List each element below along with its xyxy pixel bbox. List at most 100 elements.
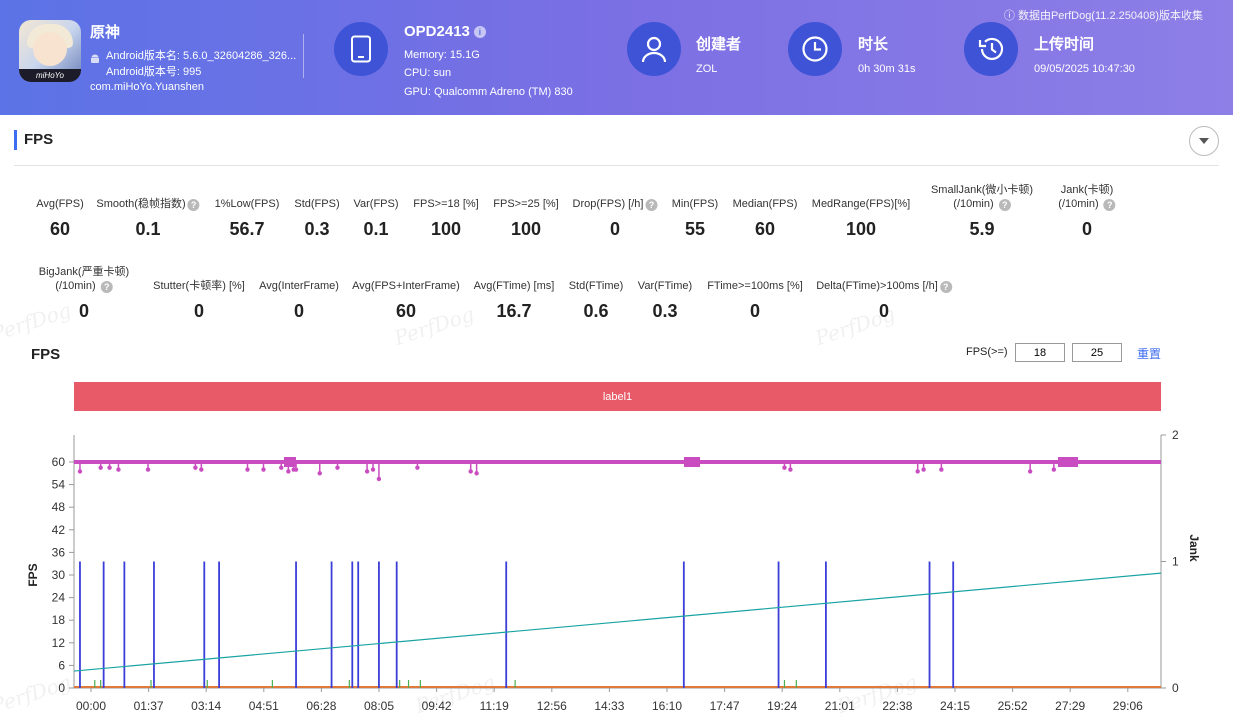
- device-memory: Memory: 15.1G: [404, 49, 480, 61]
- help-icon[interactable]: ?: [998, 199, 1011, 211]
- clock-icon: [788, 22, 842, 76]
- metric-label: FTime>=100ms [%]: [707, 280, 803, 292]
- metric-value: 0: [1081, 219, 1092, 239]
- help-icon[interactable]: ?: [1103, 199, 1116, 211]
- x-tick-label: 27:29: [1055, 699, 1085, 713]
- fps-threshold-2-input[interactable]: [1072, 343, 1122, 362]
- metric-ftime-ge-100: FTime>=100ms [%] 0: [707, 279, 803, 322]
- app-name: 原神: [90, 24, 121, 41]
- metric-value: 0: [78, 301, 89, 321]
- creator-title: 创建者: [696, 36, 742, 53]
- metric-label-text: (/10min): [1058, 198, 1099, 210]
- metric-value: 5.9: [969, 219, 995, 239]
- header-divider: [303, 34, 304, 78]
- duration-title: 时长: [858, 36, 889, 53]
- metric-stutter: Stutter(卡顿率) [%] 0: [153, 279, 245, 322]
- device-info-icon[interactable]: i: [473, 26, 486, 38]
- app-version-name: Android版本名: 5.6.0_32604286_326...: [106, 50, 297, 62]
- metric-label: Drop(FPS) [/h]?: [573, 197, 658, 211]
- x-tick-label: 12:56: [537, 699, 567, 713]
- device-name-text: OPD2413: [404, 23, 470, 40]
- fps-point: [474, 471, 479, 476]
- fps-point: [199, 467, 204, 472]
- help-icon[interactable]: ?: [187, 199, 200, 211]
- metric-median-fps: Median(FPS) 60: [733, 197, 798, 240]
- metric-avg-ftime: Avg(FTime) [ms] 16.7: [474, 279, 555, 322]
- help-icon[interactable]: ?: [100, 281, 113, 293]
- device-name: OPD2413 i: [404, 23, 486, 40]
- metric-value: 0.1: [135, 219, 161, 239]
- y2-tick-label: 2: [1172, 428, 1179, 442]
- label-bar-text: label1: [602, 390, 633, 403]
- fps-point: [261, 467, 266, 472]
- metric-label-line2: (/10min) ?: [39, 279, 129, 293]
- fps-point: [364, 469, 370, 474]
- chart-series: [73, 457, 1162, 688]
- history-icon: [964, 22, 1018, 76]
- x-tick-label: 17:47: [710, 699, 740, 713]
- metric-medrange-fps: MedRange(FPS)[%] 100: [812, 197, 910, 240]
- fps-point: [335, 465, 340, 470]
- y-tick-label: 24: [52, 591, 66, 605]
- metric-label: Jank(卡顿): [1060, 184, 1114, 196]
- metric-big-jank: BigJank(严重卡顿) (/10min) ? 0: [39, 265, 129, 322]
- section-title: FPS: [24, 131, 54, 148]
- y-tick-label: 6: [58, 658, 65, 672]
- x-tick-label: 16:10: [652, 699, 682, 713]
- metric-avg-fps: Avg(FPS) 60: [36, 197, 83, 240]
- metric-delta-ftime: Delta(FTime)>100ms [/h]? 0: [816, 279, 952, 322]
- metric-value: 0.3: [652, 301, 678, 321]
- metric-label-line2: (/10min) ?: [1058, 197, 1116, 211]
- report-header: ⓘ 数据由PerfDog(11.2.250408)版本收集 miHoYo 原神 …: [0, 0, 1233, 115]
- x-tick-label: 08:05: [364, 699, 394, 713]
- app-package: com.miHoYo.Yuanshen: [90, 81, 204, 93]
- app-icon-face: [33, 32, 67, 66]
- fps-cluster: [284, 457, 296, 467]
- y-tick-label: 54: [52, 478, 66, 492]
- upload-title: 上传时间: [1034, 36, 1095, 53]
- metric-label: Delta(FTime)>100ms [/h]?: [816, 279, 952, 293]
- fps-point: [286, 469, 291, 474]
- metric-label: FPS>=25 [%]: [493, 198, 559, 210]
- user-icon: [627, 22, 681, 76]
- metric-var-fps: Var(FPS) 0.1: [353, 197, 398, 240]
- fps-point: [145, 467, 151, 472]
- fps-point: [415, 465, 420, 470]
- metric-avg-fps-interframe: Avg(FPS+InterFrame) 60: [352, 279, 460, 322]
- y-tick-label: 12: [52, 636, 66, 650]
- x-tick-label: 06:28: [306, 699, 336, 713]
- collapse-button[interactable]: [1189, 126, 1219, 156]
- metric-label: Std(FTime): [568, 280, 624, 292]
- metric-value: 0: [293, 301, 304, 321]
- metric-label: Var(FPS): [353, 198, 399, 210]
- metric-label: Avg(InterFrame): [259, 280, 339, 292]
- metric-label: Stutter(卡顿率) [%]: [153, 280, 245, 292]
- x-tick-label: 25:52: [998, 699, 1028, 713]
- metric-value: 0: [878, 301, 890, 321]
- reset-link[interactable]: 重置: [1137, 347, 1162, 361]
- x-tick-label: 19:24: [767, 699, 797, 713]
- label-bar[interactable]: label1: [74, 382, 1161, 411]
- collector-note: ⓘ 数据由PerfDog(11.2.250408)版本收集: [1004, 7, 1203, 23]
- help-icon[interactable]: ?: [645, 199, 658, 211]
- metric-value: 0.6: [583, 301, 609, 321]
- help-icon[interactable]: ?: [939, 281, 952, 293]
- fps-point: [1027, 469, 1033, 474]
- fps-point: [317, 471, 322, 476]
- metric-value: 100: [845, 219, 877, 239]
- metric-label-line2: (/10min) ?: [931, 197, 1033, 211]
- metric-jank: Jank(卡顿) (/10min) ? 0: [1058, 183, 1116, 240]
- x-tick-label: 09:42: [422, 699, 452, 713]
- x-tick-label: 04:51: [249, 699, 279, 713]
- phone-icon: [334, 22, 388, 76]
- fps-threshold-1-input[interactable]: [1015, 343, 1065, 362]
- metric-fps-ge-18: FPS>=18 [%] 100: [413, 197, 478, 240]
- metric-smooth: Smooth(稳帧指数)? 0.1: [96, 197, 200, 240]
- fps-point: [939, 467, 944, 472]
- app-version-code: Android版本号: 995: [106, 66, 202, 78]
- upload-value: 09/05/2025 10:47:30: [1034, 63, 1135, 75]
- metric-label: FPS>=18 [%]: [413, 198, 479, 210]
- metric-value: 0: [193, 301, 204, 321]
- fps-cluster: [1058, 457, 1078, 467]
